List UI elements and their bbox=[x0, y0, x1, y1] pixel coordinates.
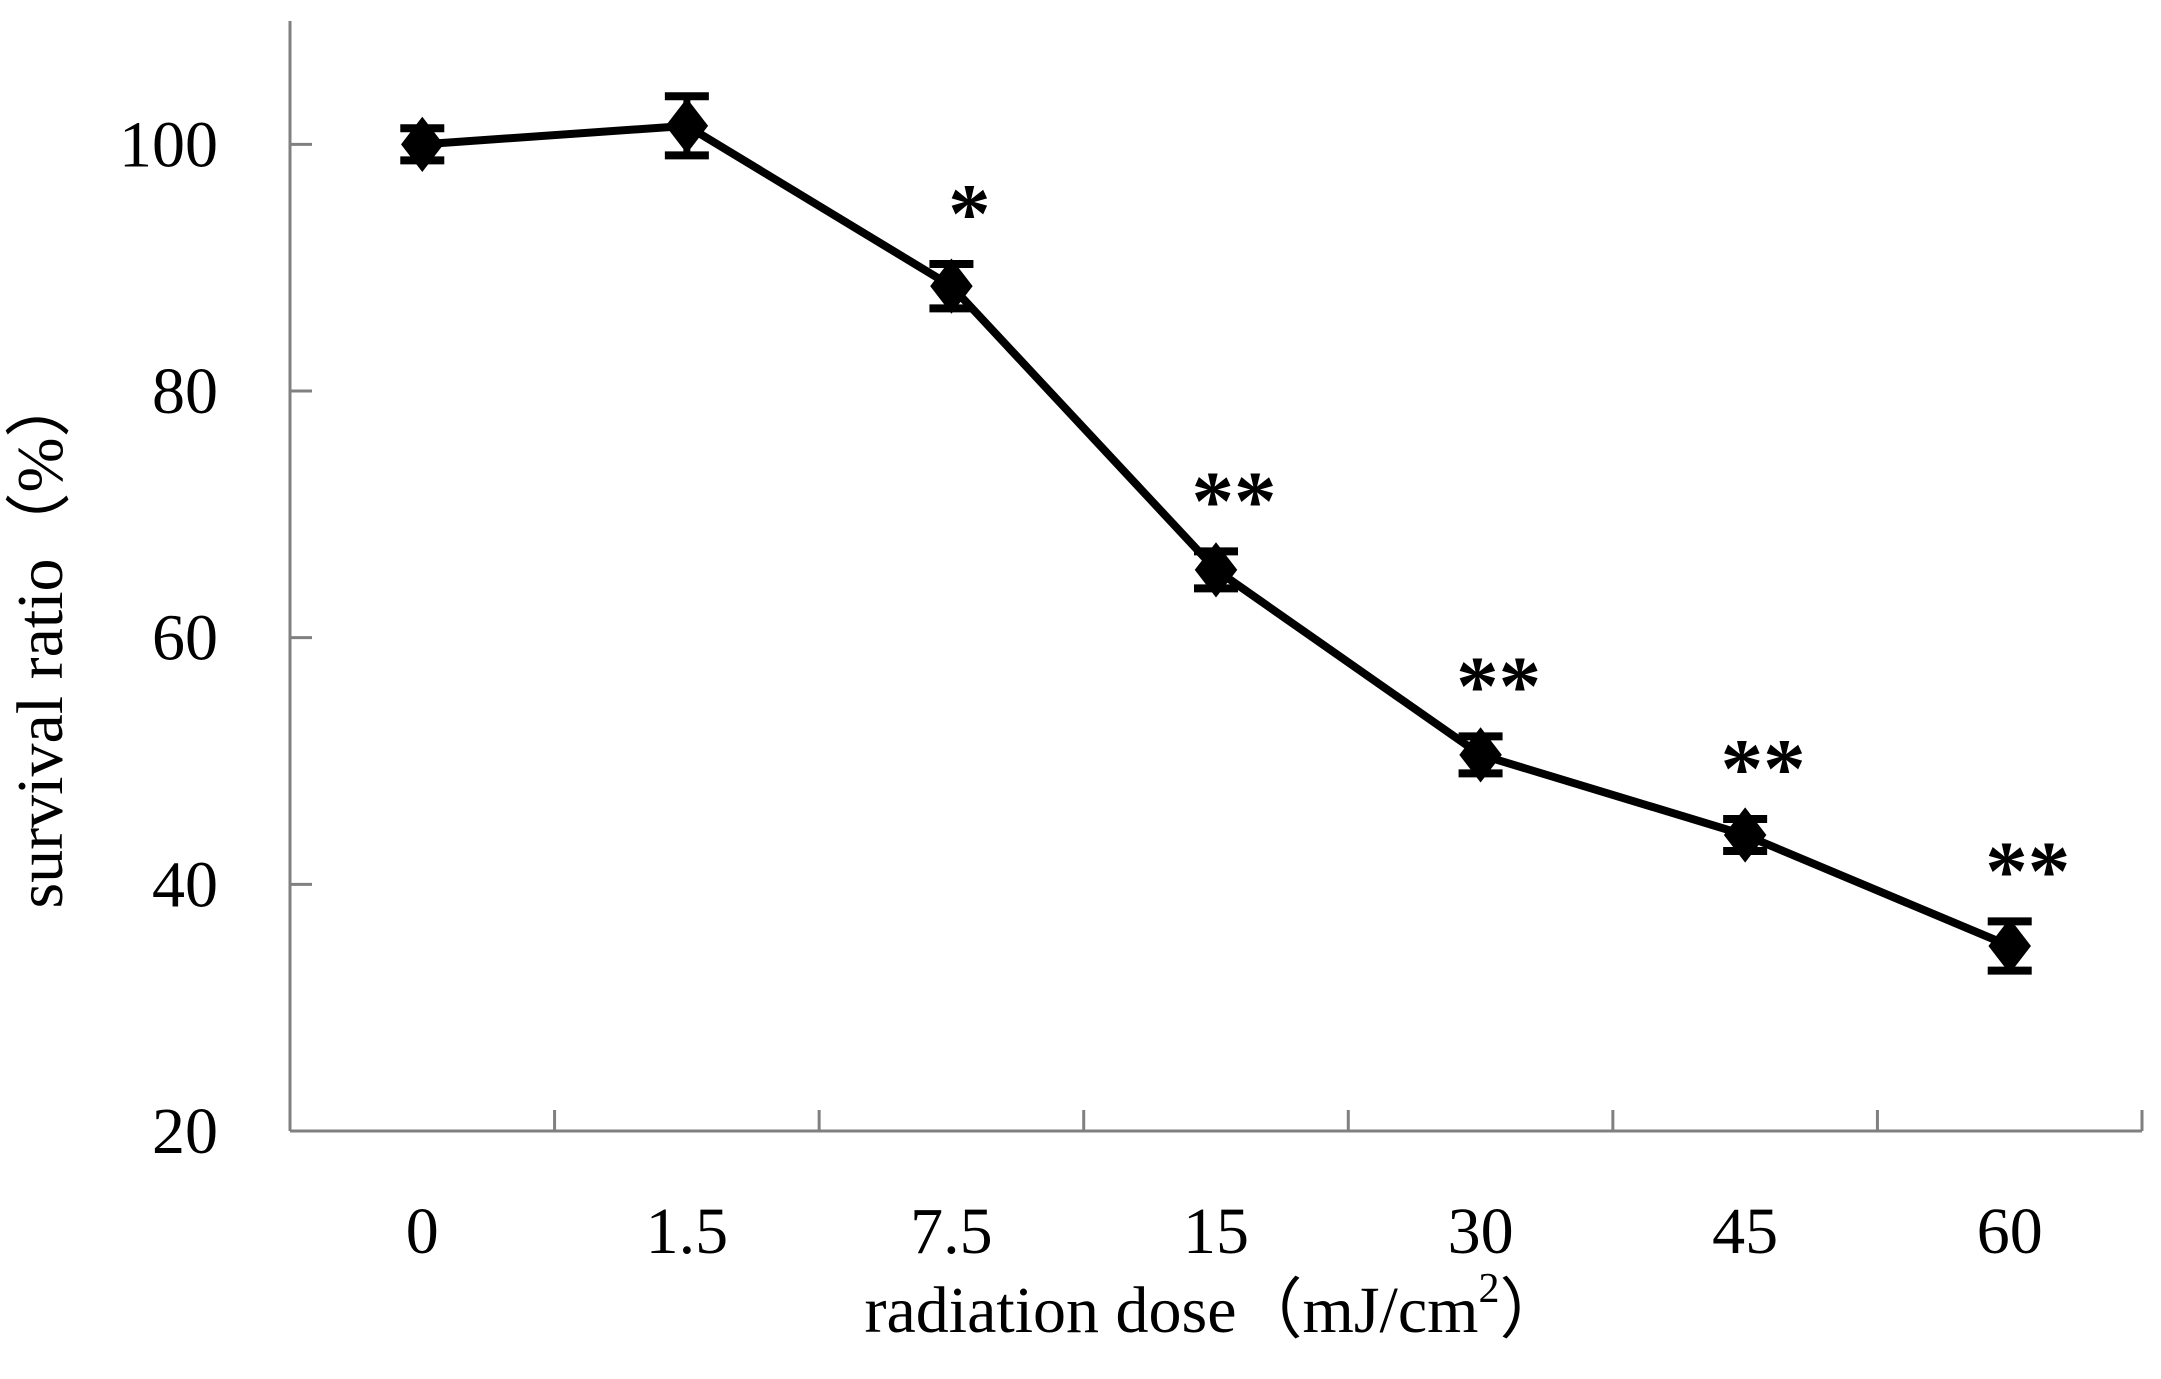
y-tick-label: 40 bbox=[152, 848, 218, 921]
data-point-marker bbox=[401, 116, 444, 172]
x-tick-label: 7.5 bbox=[910, 1195, 993, 1268]
data-point-marker bbox=[1988, 918, 2031, 974]
significance-label: ** bbox=[1456, 639, 1541, 733]
x-tick-label: 45 bbox=[1712, 1195, 1778, 1268]
x-axis-title: radiation dose（mJ/cm2） bbox=[864, 1266, 1565, 1347]
y-tick-label: 80 bbox=[152, 355, 218, 428]
significance-label: ** bbox=[1192, 454, 1277, 548]
x-axis-title-close: ） bbox=[1500, 1274, 1566, 1347]
x-tick-label: 0 bbox=[406, 1195, 439, 1268]
data-point-marker bbox=[930, 258, 973, 314]
data-point-marker bbox=[1459, 727, 1502, 783]
x-tick-label: 30 bbox=[1448, 1195, 1514, 1268]
data-point-marker bbox=[665, 98, 709, 154]
x-tick-label: 15 bbox=[1183, 1195, 1249, 1268]
y-axis-title: survival ratio（%） bbox=[4, 371, 77, 908]
significance-label: ** bbox=[1721, 722, 1806, 816]
significance-label: * bbox=[948, 167, 991, 261]
data-point-marker bbox=[1194, 542, 1238, 598]
x-tick-label: 1.5 bbox=[646, 1195, 729, 1268]
significance-label: ** bbox=[1985, 824, 2070, 918]
x-tick-label: 60 bbox=[1977, 1195, 2043, 1268]
x-axis-title-superscript: 2 bbox=[1479, 1266, 1500, 1312]
x-axis-title-text: radiation dose（mJ/cm bbox=[864, 1274, 1478, 1347]
y-tick-label: 60 bbox=[152, 602, 218, 675]
y-tick-label: 100 bbox=[119, 108, 218, 181]
data-point-marker bbox=[1723, 807, 1767, 863]
y-tick-label: 20 bbox=[152, 1095, 218, 1168]
